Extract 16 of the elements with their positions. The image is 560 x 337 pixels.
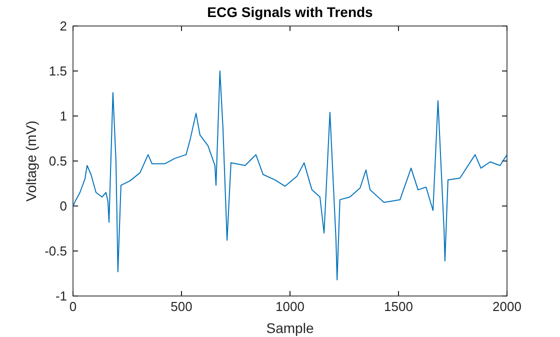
- x-tick-label: 500: [170, 299, 192, 314]
- y-tick-label: 0: [60, 198, 67, 214]
- y-tick-label: -1: [55, 288, 67, 304]
- chart-title: ECG Signals with Trends: [207, 4, 374, 20]
- y-axis-title: Voltage (mV): [23, 120, 39, 202]
- x-tick-label: 1500: [384, 299, 413, 314]
- y-tick-label: 1.5: [48, 64, 67, 78]
- x-tick-label: 0: [69, 299, 77, 314]
- line-series: [73, 70, 507, 280]
- y-tick-label: 1: [60, 108, 67, 124]
- y-tick-label: 0.5: [48, 154, 67, 168]
- x-tick-label: 2000: [492, 299, 522, 314]
- y-tick-label: -0.5: [44, 244, 67, 258]
- x-tick-label: 1000: [276, 299, 304, 314]
- x-axis-title: Sample: [266, 320, 314, 336]
- y-tick-label: 2: [60, 18, 67, 34]
